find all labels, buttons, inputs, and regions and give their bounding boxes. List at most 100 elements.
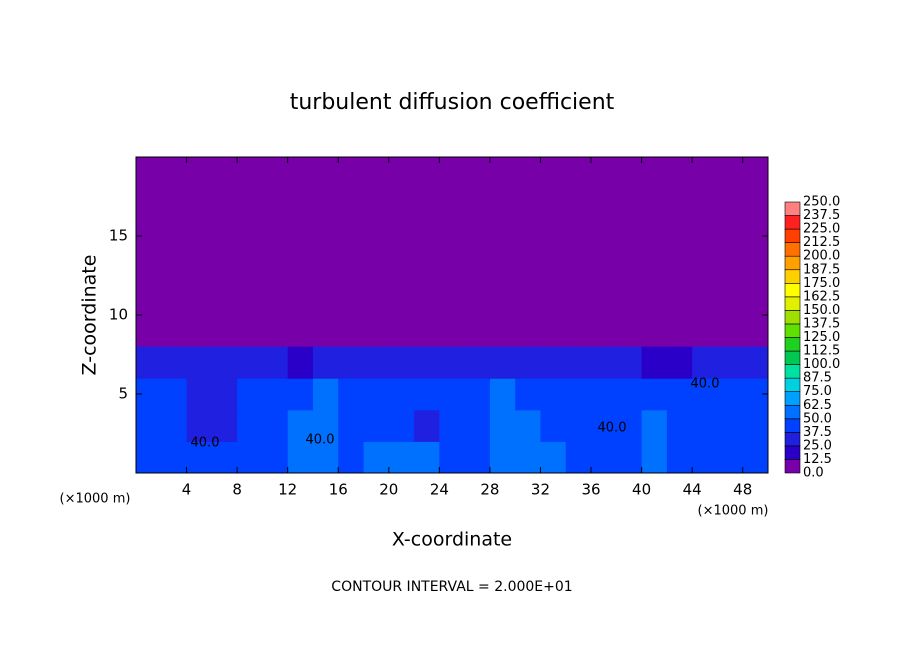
colorbar-label: 50.0 [803, 411, 832, 426]
colorbar-swatch [784, 350, 801, 365]
field-cell [616, 346, 643, 379]
field-cell [414, 409, 440, 442]
field-cell [363, 378, 390, 411]
field-cell [641, 346, 668, 379]
colorbar-label: 100.0 [803, 357, 840, 372]
field-cell [388, 409, 415, 442]
field-cell [312, 441, 339, 474]
field-cell [388, 441, 415, 474]
colorbar-label: 37.5 [803, 425, 832, 440]
field-cell [237, 441, 263, 474]
colorbar-label: 62.5 [803, 398, 832, 413]
field-cell [464, 441, 491, 474]
field-cell [565, 441, 592, 474]
field-cell [489, 441, 516, 474]
field-cell [414, 346, 440, 379]
colorbar-label: 12.5 [803, 452, 832, 467]
field-cell [616, 409, 643, 442]
field-cell [136, 441, 162, 474]
field-cell [565, 409, 592, 442]
field-cell [717, 378, 744, 411]
field-cell [186, 409, 213, 442]
field-cell [641, 409, 668, 442]
field-cell [287, 441, 314, 474]
field-cell [262, 409, 289, 442]
colorbar-swatch [784, 323, 801, 338]
colorbar-swatch [784, 432, 801, 447]
field-cell [565, 346, 592, 379]
colorbar-swatch [784, 418, 801, 433]
field-cell [641, 378, 668, 411]
field-cell [641, 441, 668, 474]
field-cell [287, 346, 314, 379]
field-cell [515, 346, 541, 379]
field-cell [161, 409, 188, 442]
field-cell [540, 441, 567, 474]
x-tick-label: 4 [182, 481, 192, 499]
x-tick-label: 24 [430, 481, 449, 499]
field-cell [692, 441, 718, 474]
field-cell [287, 409, 314, 442]
field-cell [338, 441, 365, 474]
field-cell [186, 378, 213, 411]
colorbar-label: 200.0 [803, 249, 840, 264]
field-cell [211, 378, 238, 411]
chart-title: turbulent diffusion coefficient [290, 90, 615, 115]
x-tick-label: 20 [379, 481, 398, 499]
field-cell [211, 409, 238, 442]
x-tick-label: 36 [581, 481, 600, 499]
contour-label: 40.0 [598, 421, 627, 436]
field-cell [414, 378, 440, 411]
field-cell [489, 409, 516, 442]
field-cell [565, 378, 592, 411]
x-unit: (×1000 m) [60, 492, 131, 507]
x-tick-label: 48 [733, 481, 752, 499]
field-cell [439, 378, 466, 411]
x-unit: (×1000 m) [698, 504, 769, 519]
field-cell [515, 409, 541, 442]
field-cell [489, 378, 516, 411]
colorbar-label: 175.0 [803, 276, 840, 291]
field-cell [540, 409, 567, 442]
footer: CONTOUR INTERVAL = 2.000E+01 [331, 579, 572, 595]
field-cell [591, 378, 617, 411]
x-tick-label: 32 [531, 481, 550, 499]
field-cell [312, 346, 339, 379]
colorbar-swatch [784, 337, 801, 352]
field-cell [136, 409, 162, 442]
field-cell [161, 378, 188, 411]
colorbar-label: 162.5 [803, 289, 840, 304]
field-cell [742, 409, 769, 442]
field-cell [464, 378, 491, 411]
colorbar-label: 150.0 [803, 303, 840, 318]
colorbar-label: 125.0 [803, 330, 840, 345]
y-axis-label: Z-coordinate [79, 255, 101, 376]
field-cell [515, 441, 541, 474]
colorbar-swatch [784, 215, 801, 230]
field-cell [414, 441, 440, 474]
x-tick-label: 44 [683, 481, 702, 499]
field-cell [464, 346, 491, 379]
field-cell [717, 409, 744, 442]
field-cell [338, 346, 365, 379]
field-cell [161, 346, 188, 379]
colorbar-swatch [784, 391, 801, 406]
colorbar-label: 250.0 [803, 195, 840, 210]
field-cell [717, 346, 744, 379]
x-tick-label: 8 [232, 481, 242, 499]
field-cell [388, 346, 415, 379]
field-cell [540, 378, 567, 411]
contour-label: 40.0 [691, 377, 720, 392]
colorbar-label: 75.0 [803, 384, 832, 399]
field-cell [161, 441, 188, 474]
field-cell [211, 346, 238, 379]
colorbar-label: 137.5 [803, 316, 840, 331]
colorbar-label: 187.5 [803, 262, 840, 277]
x-axis-label: X-coordinate [392, 529, 512, 551]
field-cell [515, 378, 541, 411]
field-cell [439, 441, 466, 474]
field-cell [388, 378, 415, 411]
field-cell [312, 409, 339, 442]
field-cell [338, 378, 365, 411]
